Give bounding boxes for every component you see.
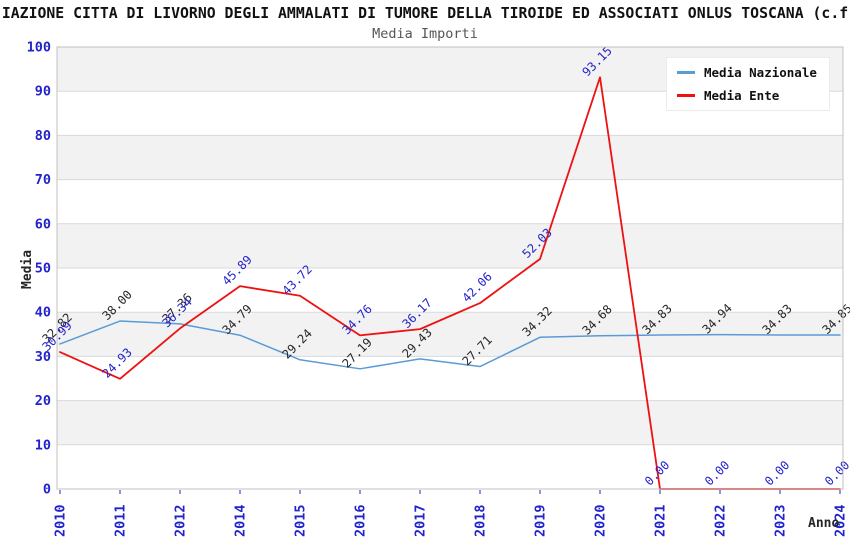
page-title: IAZIONE CITTA DI LIVORNO DEGLI AMMALATI … [1, 5, 849, 22]
y-tick-label: 30 [35, 349, 51, 365]
x-tick-label: 2012 [173, 504, 189, 537]
x-tick-label: 2019 [533, 504, 549, 537]
x-tick-label: 2014 [233, 504, 249, 537]
plot-band [57, 179, 843, 224]
x-tick-label: 2021 [653, 504, 669, 537]
x-tick-label: 2011 [113, 504, 129, 537]
y-axis-title: Media [20, 250, 35, 289]
plot-band [57, 400, 843, 445]
y-tick-label: 60 [35, 216, 51, 232]
x-tick-label: 2018 [473, 504, 489, 537]
y-tick-label: 70 [35, 172, 51, 188]
x-tick-label: 2017 [413, 504, 429, 537]
plot-band [57, 444, 843, 489]
x-tick-label: 2020 [593, 504, 609, 537]
x-tick-label: 2023 [773, 504, 789, 537]
y-tick-label: 40 [35, 305, 51, 321]
x-tick-label: 2015 [293, 504, 309, 537]
legend-item-media-ente: Media Ente [677, 88, 817, 103]
x-tick-label: 2016 [353, 504, 369, 537]
legend-label: Media Ente [704, 88, 780, 103]
legend-label: Media Nazionale [704, 65, 817, 80]
media-ente-line-swatch-icon [677, 94, 695, 97]
x-axis-title: Anno [808, 516, 839, 531]
legend-item-media-nazionale: Media Nazionale [677, 65, 817, 80]
y-tick-label: 50 [35, 261, 51, 277]
media-nazionale-line-swatch-icon [677, 71, 695, 74]
y-tick-label: 10 [35, 437, 51, 453]
y-tick-label: 20 [35, 393, 51, 409]
x-tick-label: 2022 [713, 504, 729, 537]
y-tick-label: 90 [35, 84, 51, 100]
chart-subtitle: Media Importi [372, 26, 478, 42]
plot-border [56, 46, 844, 490]
plot-band [57, 135, 843, 180]
series-line-media-nazionale [59, 320, 841, 370]
x-tick-label: 2024 [833, 504, 849, 537]
chart-legend: Media Nazionale Media Ente [666, 57, 830, 111]
y-tick-label: 100 [27, 40, 51, 56]
plot-band [57, 268, 843, 313]
plot-band [57, 223, 843, 268]
y-tick-label: 80 [35, 128, 51, 144]
x-tick-label: 2010 [53, 504, 69, 537]
plot-band [57, 356, 843, 401]
y-tick-label: 0 [43, 482, 51, 498]
